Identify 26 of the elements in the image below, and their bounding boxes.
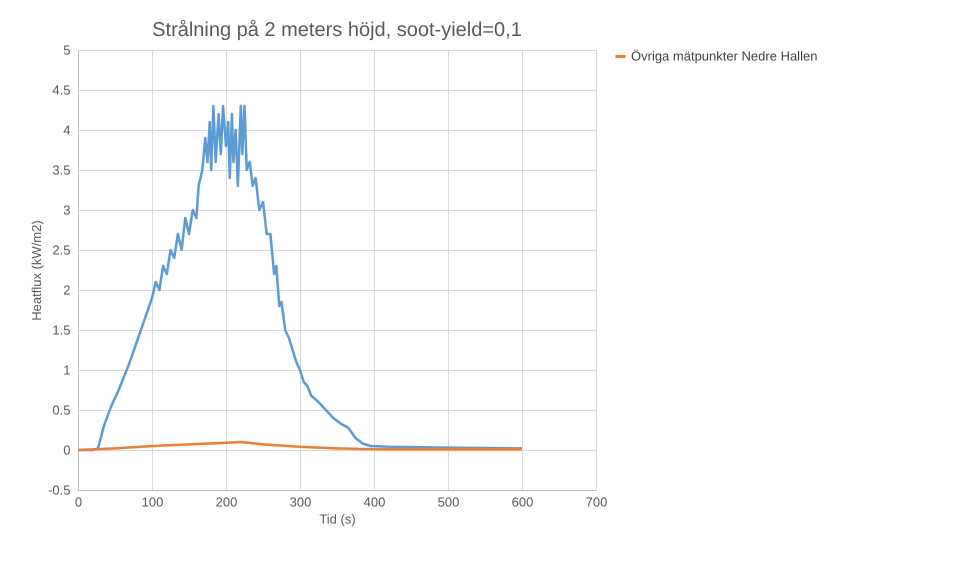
x-tick-label: 500 [438,494,460,510]
x-tick-label: 600 [512,494,534,510]
legend-label: Övriga mätpunkter Nedre Hallen [631,48,818,64]
y-tick-label: 3.5 [52,162,70,178]
x-tick-label: 100 [142,494,164,510]
x-tick-label: 400 [364,494,386,510]
line-series [76,104,524,452]
y-tick-label: 0 [63,442,70,458]
y-tick-label: 5 [63,42,70,58]
y-tick-label: 2.5 [52,242,70,258]
y-tick-label: 1 [63,362,70,378]
y-tick-label: 0.5 [52,402,70,418]
line-series [76,440,524,452]
y-axis-title: Heatflux (kW/m2) [29,220,44,321]
x-tick-label: 0 [74,494,82,510]
x-axis-title: Tid (s) [319,512,356,526]
y-tick-label: 2 [63,282,70,298]
chart-title: Strålning på 2 meters höjd, soot-yield=0,1 [152,19,522,41]
y-tick-label: 1.5 [52,322,70,338]
x-tick-label: 300 [290,494,312,510]
y-tick-label: 3 [63,202,70,218]
y-tick-label: 4 [63,122,70,138]
x-tick-label: 700 [586,494,608,510]
y-tick-label: -0.5 [48,482,70,498]
y-tick-label: 4.5 [52,82,70,98]
x-tick-label: 200 [216,494,238,510]
